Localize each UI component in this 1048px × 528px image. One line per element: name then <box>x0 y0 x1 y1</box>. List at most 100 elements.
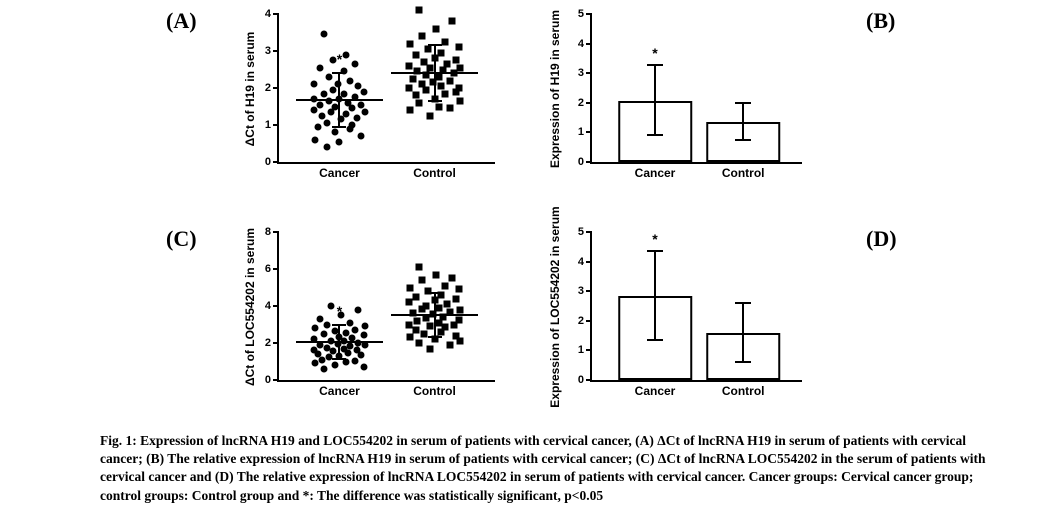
data-point <box>415 264 422 271</box>
data-point <box>457 306 464 313</box>
x-category-label: Control <box>413 166 456 180</box>
data-point <box>455 44 462 51</box>
data-point <box>433 271 440 278</box>
data-point <box>427 345 434 352</box>
data-point <box>422 86 429 93</box>
ytick-label: 2 <box>265 337 271 349</box>
data-point <box>329 348 336 355</box>
data-point <box>336 138 343 145</box>
data-point <box>332 362 339 369</box>
data-point <box>448 275 455 282</box>
data-point <box>457 338 464 345</box>
data-point <box>352 357 359 364</box>
x-category-label: Cancer <box>635 384 676 398</box>
ytick-label: 4 <box>265 300 271 312</box>
data-point <box>457 64 464 71</box>
data-point <box>349 105 356 112</box>
data-point <box>435 304 442 311</box>
data-point <box>323 120 330 127</box>
data-point <box>453 57 460 64</box>
ytick-label: 4 <box>265 8 271 20</box>
data-point <box>358 352 365 359</box>
ytick-label: 5 <box>578 226 584 238</box>
panel-A: ΔCt of H19 in serum 01234Cancer*Control <box>235 8 505 198</box>
data-point <box>355 306 362 313</box>
data-point <box>310 81 317 88</box>
figure-page: (A) (B) ΔCt of H19 in serum 01234Cancer*… <box>0 0 1048 528</box>
data-point <box>362 323 369 330</box>
panel-C-ylabel: ΔCt of LOC554202 in serum <box>243 212 257 402</box>
data-point <box>415 99 422 106</box>
x-category-label: Cancer <box>635 166 676 180</box>
ytick-label: 0 <box>265 156 271 168</box>
data-point <box>444 301 451 308</box>
data-point <box>435 103 442 110</box>
ytick-label: 2 <box>578 97 584 109</box>
ytick-label: 4 <box>578 256 584 268</box>
panel-D-ylabel: Expression of LOC554202 in serum <box>548 204 562 410</box>
data-point <box>441 324 448 331</box>
ytick-label: 1 <box>578 344 584 356</box>
data-point <box>412 327 419 334</box>
data-point <box>447 77 454 84</box>
data-point <box>444 60 451 67</box>
data-point <box>412 92 419 99</box>
data-point <box>317 64 324 71</box>
data-point <box>418 33 425 40</box>
data-point <box>323 322 330 329</box>
data-point <box>457 97 464 104</box>
data-point <box>412 293 419 300</box>
data-point <box>312 136 319 143</box>
data-point <box>352 60 359 67</box>
data-point <box>320 330 327 337</box>
data-point <box>320 90 327 97</box>
ytick-label: 0 <box>265 374 271 386</box>
data-point <box>435 73 442 80</box>
label-C: (C) <box>166 226 197 252</box>
data-point <box>319 112 326 119</box>
data-point <box>441 282 448 289</box>
data-point <box>362 109 369 116</box>
data-point <box>353 114 360 121</box>
data-point <box>358 133 365 140</box>
data-point <box>438 49 445 56</box>
data-point <box>346 77 353 84</box>
data-point <box>312 360 319 367</box>
significance-marker: * <box>652 231 657 247</box>
data-point <box>320 31 327 38</box>
caption-D: (D) The relative expression of lncRNA LO… <box>215 469 745 484</box>
data-point <box>343 51 350 58</box>
data-point <box>447 105 454 112</box>
data-point <box>407 334 414 341</box>
significance-marker: * <box>337 303 342 319</box>
panel-C: ΔCt of LOC554202 in serum 02468Cancer*Co… <box>235 226 505 416</box>
figure-caption: Fig. 1: Expression of lncRNA H19 and LOC… <box>100 432 988 505</box>
panel-A-plot: 01234Cancer*Control <box>277 14 495 164</box>
data-point <box>360 331 367 338</box>
data-point <box>455 286 462 293</box>
data-point <box>415 340 422 347</box>
data-point <box>349 122 356 129</box>
data-point <box>438 83 445 90</box>
data-point <box>317 101 324 108</box>
x-category-label: Control <box>722 166 765 180</box>
panel-D-plot: 012345Cancer*Control <box>590 232 802 382</box>
data-point <box>407 107 414 114</box>
data-point <box>441 38 448 45</box>
data-point <box>346 342 353 349</box>
data-point <box>314 123 321 130</box>
ytick-label: 1 <box>265 119 271 131</box>
data-point <box>340 90 347 97</box>
x-category-label: Control <box>413 384 456 398</box>
data-point <box>327 303 334 310</box>
ytick-label: 0 <box>578 156 584 168</box>
panel-B-ylabel: Expression of H19 in serum <box>548 4 562 174</box>
data-point <box>358 101 365 108</box>
significance-marker: * <box>652 45 657 61</box>
caption-lead: Fig. 1: Expression of lncRNA H19 and LOC… <box>100 433 632 448</box>
row-1: (A) (B) ΔCt of H19 in serum 01234Cancer*… <box>0 8 1048 198</box>
data-point <box>310 107 317 114</box>
significance-marker: * <box>337 51 342 67</box>
row-2: (C) (D) ΔCt of LOC554202 in serum 02468C… <box>0 226 1048 416</box>
ytick-label: 3 <box>578 67 584 79</box>
